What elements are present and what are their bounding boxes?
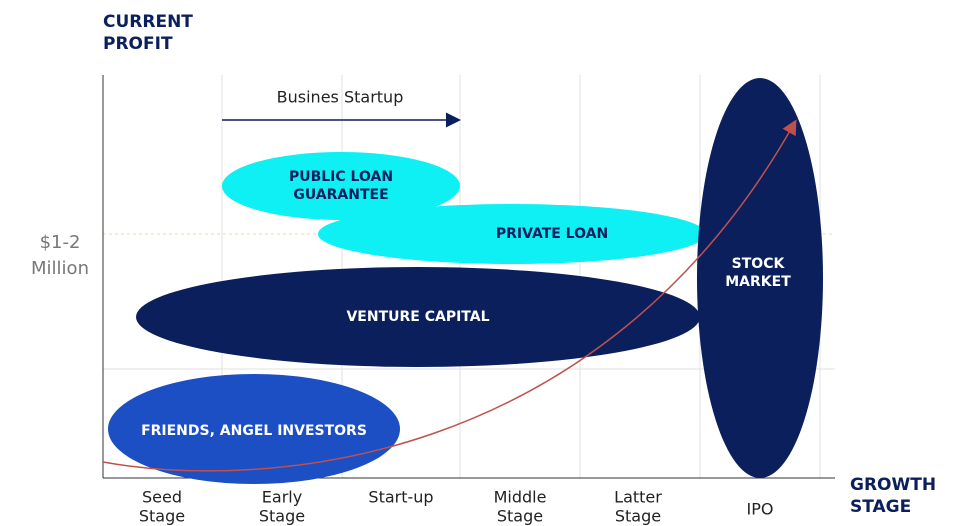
stage-label: Stage	[615, 507, 661, 526]
stage-label: Latter	[614, 488, 662, 507]
region-label: FRIENDS, ANGEL INVESTORS	[141, 423, 367, 439]
region	[136, 267, 700, 367]
stage-label: Start-up	[368, 488, 433, 507]
arrow-label: Busines Startup	[277, 88, 404, 107]
stage-label: Middle	[494, 488, 547, 507]
stage-label: Seed	[142, 488, 182, 507]
region-label: MARKET	[725, 274, 791, 290]
x-axis-label: GROWTH	[850, 475, 936, 495]
region-label: PRIVATE LOAN	[496, 226, 608, 242]
region-label: STOCK	[732, 256, 786, 272]
stage-label: Early	[262, 488, 302, 507]
x-axis-label: STAGE	[850, 497, 911, 517]
y-axis-label: PROFIT	[103, 34, 173, 54]
region	[108, 374, 400, 484]
y-axis-label: CURRENT	[103, 12, 193, 32]
y-marker: Million	[31, 258, 89, 279]
region	[697, 78, 823, 478]
stage-label: Stage	[259, 507, 305, 526]
y-marker: $1-2	[40, 232, 81, 253]
stage-label: IPO	[747, 500, 774, 519]
region	[222, 152, 460, 220]
growth-curve	[102, 119, 797, 472]
stage-label: Stage	[139, 507, 185, 526]
region-label: VENTURE CAPITAL	[346, 309, 489, 325]
stage-label: Stage	[497, 507, 543, 526]
region-label: GUARANTEE	[293, 187, 388, 203]
region	[318, 204, 706, 264]
region-label: PUBLIC LOAN	[289, 169, 393, 185]
